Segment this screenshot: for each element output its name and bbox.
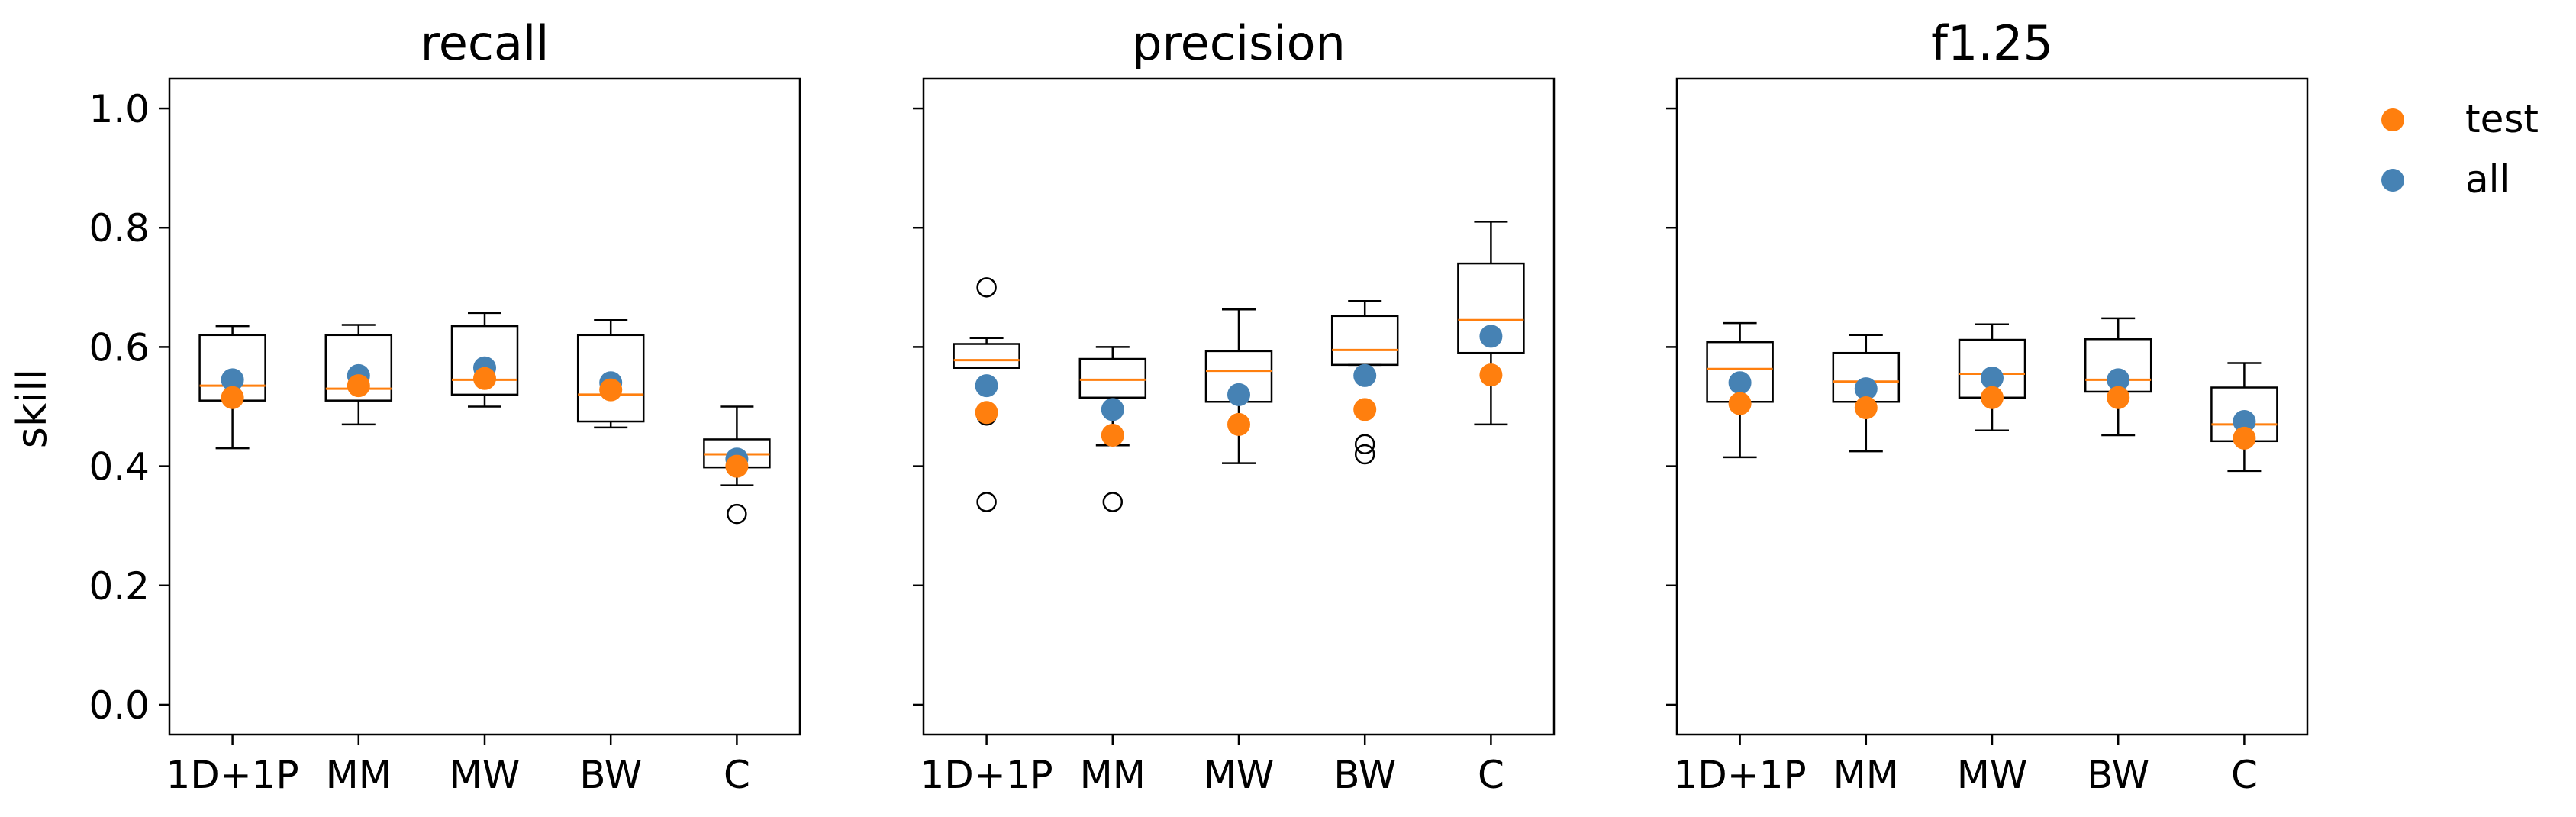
- point-all: [1981, 367, 2004, 390]
- box-flier: [976, 277, 997, 298]
- x-tick-label: MM: [326, 753, 392, 797]
- panel-f1-25: f1.25 1D+1P MM MW BW C: [1666, 15, 2309, 797]
- panel-precision: precision 1D+1P MM MW BW C: [913, 15, 1556, 797]
- box-flier: [1354, 444, 1375, 465]
- x-tick-label: 1D+1P: [1674, 753, 1807, 797]
- panel-title: recall: [421, 15, 550, 71]
- point-test: [1728, 392, 1752, 415]
- x-tick-label: MM: [1833, 753, 1899, 797]
- point-all: [1479, 325, 1503, 348]
- legend-marker-all: [2381, 169, 2404, 192]
- legend-marker-test: [2381, 108, 2404, 131]
- box-flier: [976, 492, 997, 512]
- panel-title: f1.25: [1931, 15, 2053, 71]
- legend-label-all: all: [2465, 157, 2510, 202]
- point-all: [1101, 398, 1124, 421]
- point-test: [1227, 412, 1250, 436]
- x-tick-label: C: [724, 753, 750, 797]
- box-flier: [1354, 434, 1375, 454]
- x-tick-label: C: [2231, 753, 2258, 797]
- point-test: [2233, 426, 2256, 450]
- point-all: [221, 368, 244, 392]
- legend-label-test: test: [2465, 97, 2539, 141]
- box-flier: [727, 503, 747, 525]
- point-test: [1981, 386, 2004, 409]
- box-iqr: [576, 334, 645, 423]
- x-tick-label: BW: [1333, 753, 1396, 797]
- point-test: [2107, 386, 2130, 409]
- legend: test all: [2381, 97, 2539, 202]
- point-test: [1101, 423, 1124, 447]
- box-iqr: [953, 343, 1020, 369]
- y-axis-label: skill: [8, 369, 56, 448]
- point-test: [347, 374, 370, 398]
- y-tick-label: 0.0: [89, 683, 150, 728]
- y-tick-label: 0.8: [89, 206, 150, 250]
- point-test: [221, 386, 244, 409]
- box-iqr: [1330, 315, 1399, 367]
- x-tick-label: MW: [1957, 753, 2028, 797]
- point-test: [1479, 363, 1503, 387]
- point-all: [1728, 371, 1752, 395]
- y-tick-label: 0.2: [89, 564, 150, 609]
- point-all: [2107, 368, 2130, 392]
- point-test: [1353, 398, 1377, 421]
- point-all: [975, 374, 998, 398]
- x-tick-label: MW: [1204, 753, 1275, 797]
- point-test: [473, 367, 496, 390]
- point-all: [1854, 377, 1878, 401]
- box-iqr: [450, 325, 519, 396]
- box-iqr: [1457, 262, 1525, 354]
- y-tick-label: 0.4: [89, 445, 150, 489]
- x-tick-label: 1D+1P: [920, 753, 1053, 797]
- point-test: [725, 454, 749, 478]
- x-tick-label: 1D+1P: [166, 753, 299, 797]
- box-iqr: [1078, 357, 1147, 399]
- point-test: [599, 378, 623, 402]
- point-test: [1854, 396, 1878, 420]
- x-tick-label: BW: [2087, 753, 2149, 797]
- y-tick-label: 0.6: [89, 325, 150, 370]
- x-tick-label: BW: [579, 753, 642, 797]
- point-all: [2233, 410, 2256, 434]
- y-tick-label: 1.0: [89, 87, 150, 131]
- point-test: [975, 401, 998, 425]
- box-iqr: [324, 334, 393, 402]
- point-all: [1227, 383, 1250, 406]
- point-all: [1353, 363, 1377, 387]
- panel-recall: recall 0.0 0.2 0.4 0.6 0.8 1.0 1D+1P MM MW BW C: [89, 15, 801, 797]
- x-tick-label: MM: [1080, 753, 1146, 797]
- x-tick-label: C: [1478, 753, 1504, 797]
- x-tick-label: MW: [450, 753, 521, 797]
- panel-title: precision: [1132, 15, 1346, 71]
- box-flier: [1102, 492, 1124, 512]
